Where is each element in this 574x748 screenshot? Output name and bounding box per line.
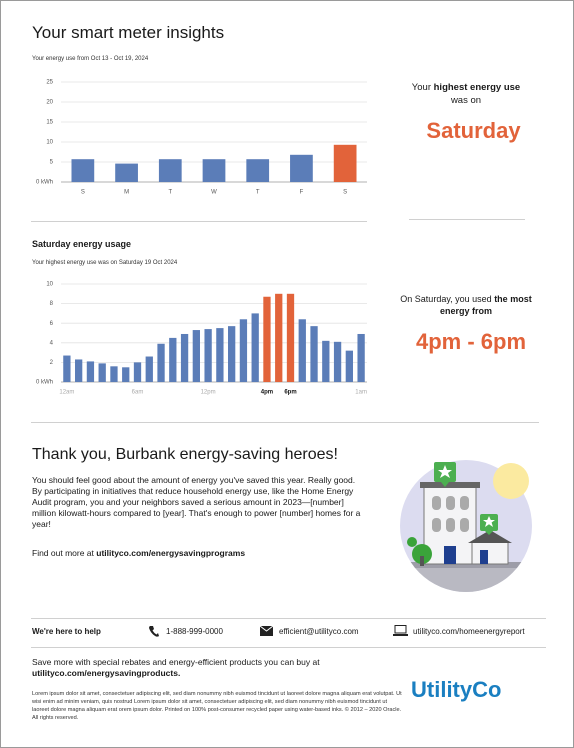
bar (86, 361, 95, 382)
thanks-text: You should feel good about the amount of… (32, 475, 361, 529)
bar (122, 367, 130, 382)
bar (290, 154, 313, 182)
bar (310, 326, 318, 382)
bar (98, 363, 106, 382)
bar (322, 340, 330, 382)
divider (31, 647, 546, 648)
phone[interactable]: 1-888-999-0000 (166, 627, 223, 636)
x-tick-label: 1am (355, 390, 367, 396)
divider (409, 219, 525, 220)
x-tick-label: T (256, 190, 260, 196)
help-title: We're here to help (32, 627, 101, 636)
bar (115, 163, 138, 182)
x-tick-label: W (211, 190, 217, 196)
bar (75, 359, 83, 382)
bar (192, 330, 200, 382)
divider (31, 422, 539, 423)
y-tick-label: 15 (46, 120, 53, 126)
highlight-text: Your highest energy use was on (391, 81, 541, 107)
y-tick-label: 20 (46, 100, 53, 106)
text: Save more with special rebates and energ… (32, 657, 320, 667)
highlight-text: On Saturday, you used the most energy fr… (391, 293, 541, 317)
y-tick-label: 8 (50, 301, 54, 307)
y-tick-label: 10 (46, 140, 53, 146)
bar (71, 159, 95, 182)
bar (216, 328, 224, 382)
bar (251, 313, 259, 382)
y-tick-label: 5 (50, 160, 54, 166)
text: Lorem ipsum dolor sit amet, consectetuer… (32, 691, 402, 713)
bar (158, 159, 182, 182)
mail-icon (260, 626, 273, 636)
text: Printed on 100% post-consumer recycled p… (32, 707, 402, 721)
bar (145, 356, 153, 382)
laptop-icon (393, 625, 408, 636)
x-tick-label: 12pm (201, 390, 216, 396)
page-title: Your smart meter insights (32, 23, 225, 42)
bar (286, 293, 295, 382)
x-tick-label: 6am (132, 390, 144, 396)
highlight-time: 4pm - 6pm (415, 329, 527, 354)
highlight-day: Saturday (426, 118, 521, 143)
bar (298, 319, 306, 382)
bar (157, 343, 165, 382)
bar (63, 355, 71, 382)
bar (345, 350, 353, 382)
x-tick-label: S (343, 190, 347, 196)
text: On Saturday, you used (400, 294, 495, 304)
divider (31, 221, 367, 222)
chart-subtitle: Your highest energy use was on Saturday … (32, 260, 178, 266)
bar (180, 333, 189, 382)
bar (228, 326, 236, 382)
y-tick-label: 0 kWh (36, 180, 53, 186)
bar (133, 362, 142, 382)
bar (333, 341, 342, 382)
text: was on (450, 95, 482, 106)
divider (31, 618, 546, 619)
y-tick-label: 25 (46, 80, 53, 86)
text: Find out more at (32, 548, 97, 558)
bar (202, 159, 226, 182)
thanks-title: Thank you, Burbank energy-saving heroes! (32, 446, 338, 463)
link[interactable]: utilityco.com/energysavingproducts. (32, 668, 181, 678)
hourly-chart: 0 kWh 2 4 6 8 10 12am 6am 12pm 4pm 6pm 1am (36, 282, 367, 396)
weekly-chart: 0 kWh 5 10 15 20 25 S M T W T F S (36, 80, 367, 196)
logo: UtilityCo (411, 677, 502, 702)
x-tick-label: M (124, 190, 129, 196)
section-title: Saturday energy usage (32, 239, 132, 249)
bar (263, 296, 271, 382)
x-tick-label: S (81, 190, 85, 196)
x-tick-label: T (168, 190, 172, 196)
bar (204, 329, 212, 382)
fine-print: Lorem ipsum dolor sit amet, consectetuer… (32, 690, 402, 722)
bar (333, 144, 357, 182)
y-tick-label: 10 (46, 282, 53, 288)
bar (357, 333, 365, 382)
x-tick-label: F (300, 190, 304, 196)
y-tick-label: 0 kWh (36, 380, 53, 386)
x-tick-label: 4pm (261, 390, 273, 396)
x-tick-label: 12am (59, 390, 74, 396)
text: the most energy from (439, 294, 532, 316)
bar (110, 366, 118, 382)
y-tick-label: 4 (50, 340, 54, 346)
link[interactable]: utilityco.com/energysavingprograms (96, 548, 246, 558)
email[interactable]: efficient@utilityco.com (279, 627, 359, 636)
x-tick-label: 6pm (284, 390, 296, 396)
y-tick-label: 6 (50, 321, 54, 327)
bar (239, 319, 248, 382)
chart-subtitle: Your energy use from Oct 13 - Oct 19, 20… (32, 56, 149, 62)
bar (246, 159, 270, 182)
more-info: Find out more at utilityco.com/energysav… (32, 548, 245, 558)
phone-icon (149, 626, 159, 637)
text: highest energy use (433, 82, 521, 93)
text: Your (411, 82, 434, 93)
bar (275, 293, 283, 382)
website[interactable]: utilityco.com/homeenergyreport (413, 627, 525, 636)
bar (169, 337, 177, 382)
save-text: Save more with special rebates and energ… (32, 657, 392, 679)
y-tick-label: 2 (50, 360, 54, 366)
illustration (400, 460, 532, 592)
